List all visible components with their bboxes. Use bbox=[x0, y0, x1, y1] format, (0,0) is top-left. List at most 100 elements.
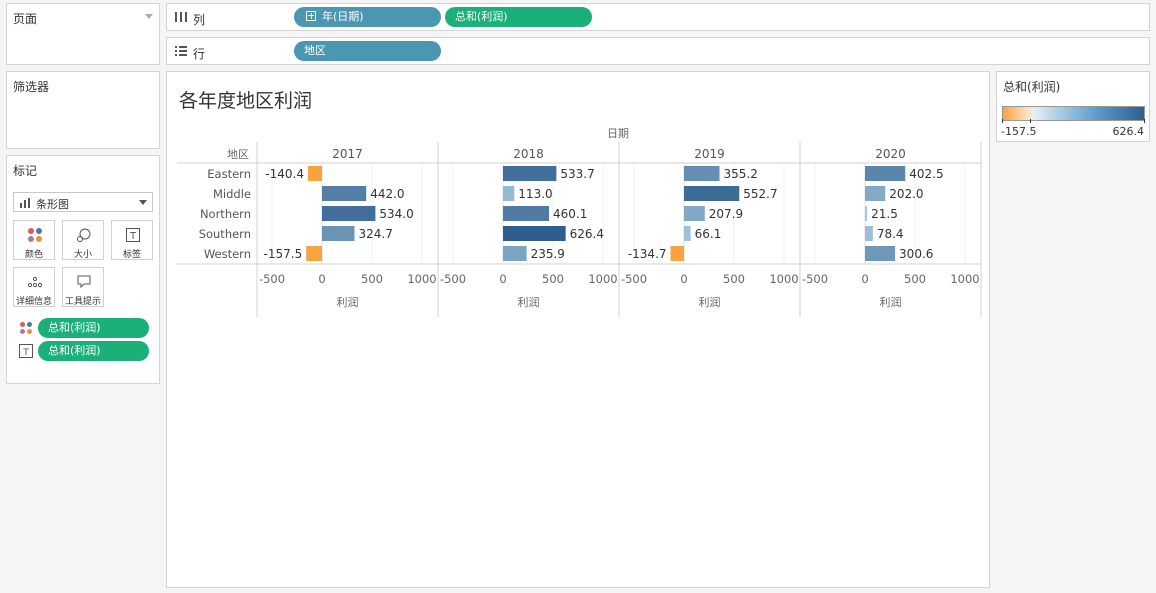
detail-button[interactable]: 详细信息 bbox=[13, 267, 55, 307]
data-label: 402.5 bbox=[909, 167, 943, 181]
x-tick-label: -500 bbox=[802, 272, 828, 286]
legend-gradient bbox=[1002, 106, 1145, 121]
pages-panel[interactable]: 页面 bbox=[6, 3, 160, 65]
bar-2019-southern bbox=[684, 226, 691, 241]
bar-2018-eastern bbox=[503, 166, 557, 181]
bar-2017-eastern bbox=[307, 166, 322, 181]
x-tick-label: -500 bbox=[259, 272, 285, 286]
year-date-pill[interactable]: 年(日期) bbox=[294, 7, 441, 27]
data-label: 21.5 bbox=[871, 207, 898, 221]
label-field-pill[interactable]: 总和(利润) bbox=[38, 341, 149, 361]
bar-2019-eastern bbox=[684, 166, 720, 181]
detail-icon bbox=[27, 276, 43, 288]
x-axis-title: 利润 bbox=[699, 295, 721, 309]
x-tick-label: 0 bbox=[499, 272, 506, 286]
color-legend[interactable]: 总和(利润) -157.5 626.4 bbox=[996, 71, 1150, 142]
data-label: 355.2 bbox=[724, 167, 758, 181]
x-tick-label: 1000 bbox=[588, 272, 617, 286]
x-tick-label: -500 bbox=[440, 272, 466, 286]
label-button-label: 标签 bbox=[122, 250, 141, 260]
bar-2019-northern bbox=[684, 206, 705, 221]
x-tick-label: 1000 bbox=[407, 272, 436, 286]
bar-2020-middle bbox=[865, 186, 886, 201]
row-label-southern: Southern bbox=[199, 227, 251, 241]
tooltip-button-label: 工具提示 bbox=[64, 297, 101, 307]
chevron-down-icon bbox=[139, 200, 147, 205]
label-encoding-icon: T bbox=[19, 344, 33, 358]
label-button[interactable]: T 标签 bbox=[111, 220, 153, 260]
year-header-2019: 2019 bbox=[694, 147, 725, 161]
year-header-2017: 2017 bbox=[332, 147, 363, 161]
data-label: 324.7 bbox=[358, 227, 392, 241]
pages-title: 页面 bbox=[13, 12, 38, 26]
expand-icon[interactable] bbox=[306, 11, 316, 21]
bar-2020-western bbox=[865, 246, 896, 261]
bar-2017-western bbox=[306, 246, 322, 261]
data-label: 66.1 bbox=[695, 227, 722, 241]
color-field-pill[interactable]: 总和(利润) bbox=[38, 318, 149, 338]
row-header-label: 地区 bbox=[227, 148, 249, 161]
year-header-2020: 2020 bbox=[875, 147, 906, 161]
x-axis-title: 利润 bbox=[337, 295, 359, 309]
legend-tick-max bbox=[1144, 119, 1145, 123]
size-button-label: 大小 bbox=[73, 250, 92, 260]
x-tick-label: -500 bbox=[621, 272, 647, 286]
row-label-northern: Northern bbox=[200, 207, 251, 221]
legend-min: -157.5 bbox=[1001, 125, 1037, 138]
filters-panel[interactable]: 筛选器 bbox=[6, 71, 160, 149]
data-label: -157.5 bbox=[264, 247, 303, 261]
rows-shelf[interactable]: 行 地区 bbox=[166, 37, 1150, 65]
bar-2019-western bbox=[670, 246, 684, 261]
row-label-eastern: Eastern bbox=[207, 167, 251, 181]
visualization-panel: 各年度地区利润 日期地区 Eastern Middle Northern Souther… bbox=[166, 71, 990, 588]
mark-type-label: 条形图 bbox=[36, 198, 69, 211]
columns-shelf[interactable]: 列 年(日期) 总和(利润) bbox=[166, 3, 1150, 31]
data-label: 113.0 bbox=[518, 187, 552, 201]
x-tick-label: 0 bbox=[861, 272, 868, 286]
x-axis-title: 利润 bbox=[518, 295, 540, 309]
color-button-label: 颜色 bbox=[24, 250, 43, 260]
data-label: 235.9 bbox=[531, 247, 565, 261]
marks-panel: 标记 条形图 颜色 大小 T 标签 详细信息 bbox=[6, 155, 160, 384]
bar-2018-middle bbox=[503, 186, 515, 201]
bar-2020-northern bbox=[865, 206, 868, 221]
bar-2018-southern bbox=[503, 226, 566, 241]
sum-profit-column-pill[interactable]: 总和(利润) bbox=[445, 7, 592, 27]
row-label-middle: Middle bbox=[213, 187, 251, 201]
size-icon bbox=[77, 228, 91, 242]
bar-2018-northern bbox=[503, 206, 550, 221]
chevron-down-icon[interactable] bbox=[145, 14, 153, 19]
data-label: 442.0 bbox=[370, 187, 404, 201]
columns-icon bbox=[175, 12, 187, 22]
rows-icon bbox=[175, 46, 187, 56]
color-encoding-icon bbox=[20, 322, 32, 334]
size-button[interactable]: 大小 bbox=[62, 220, 104, 260]
year-date-pill-label: 年(日期) bbox=[322, 10, 364, 23]
viz-title: 各年度地区利润 bbox=[179, 90, 313, 112]
x-tick-label: 0 bbox=[318, 272, 325, 286]
data-label: 460.1 bbox=[553, 207, 587, 221]
column-header-label: 日期 bbox=[607, 127, 629, 140]
mark-type-dropdown[interactable]: 条形图 bbox=[13, 192, 153, 212]
region-pill[interactable]: 地区 bbox=[294, 41, 441, 61]
x-tick-label: 500 bbox=[542, 272, 564, 286]
data-label: 300.6 bbox=[899, 247, 933, 261]
data-label: 207.9 bbox=[709, 207, 743, 221]
x-tick-label: 0 bbox=[680, 272, 687, 286]
data-label: 202.0 bbox=[889, 187, 923, 201]
tooltip-button[interactable]: 工具提示 bbox=[62, 267, 104, 307]
color-button[interactable]: 颜色 bbox=[13, 220, 55, 260]
x-tick-label: 1000 bbox=[769, 272, 798, 286]
data-label: -134.7 bbox=[628, 247, 667, 261]
bar-2020-eastern bbox=[865, 166, 906, 181]
color-icon bbox=[28, 228, 42, 242]
x-tick-label: 500 bbox=[723, 272, 745, 286]
data-label: 533.7 bbox=[560, 167, 594, 181]
rows-label: 行 bbox=[193, 47, 206, 61]
bar-2020-southern bbox=[865, 226, 873, 241]
columns-label: 列 bbox=[193, 13, 206, 27]
bar-2018-western bbox=[503, 246, 527, 261]
data-label: -140.4 bbox=[265, 167, 304, 181]
legend-tick-zero bbox=[1030, 119, 1031, 123]
